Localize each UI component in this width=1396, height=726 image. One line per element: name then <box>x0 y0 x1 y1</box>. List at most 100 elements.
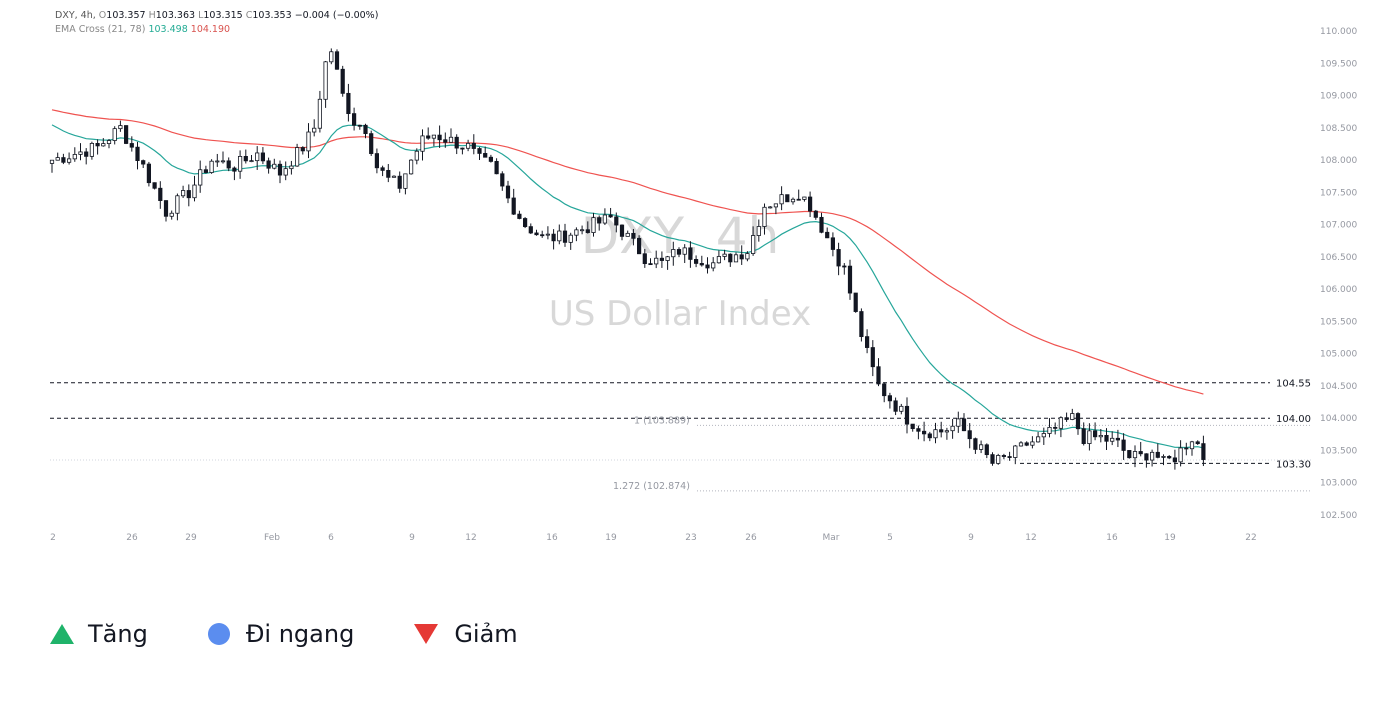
candle-body <box>158 187 163 201</box>
candle-body <box>255 152 260 162</box>
candle-body <box>585 229 590 233</box>
candle-body <box>688 247 693 260</box>
candle-body <box>1115 437 1120 441</box>
candle-body <box>414 150 419 161</box>
candle-body <box>597 217 602 224</box>
legend-item-flat[interactable]: Đi ngang <box>207 620 355 648</box>
candle-body <box>768 206 773 209</box>
candle-body <box>1070 413 1075 420</box>
candle-body <box>517 213 522 219</box>
price-tick-label: 105.500 <box>1320 317 1357 327</box>
time-tick-label: 26 <box>126 533 138 543</box>
time-tick-label: 23 <box>685 533 696 543</box>
candle-body <box>665 256 670 261</box>
candle-body <box>374 153 380 169</box>
candle-body <box>756 226 761 236</box>
candle-body <box>1150 451 1155 461</box>
candle-body <box>853 292 858 312</box>
candle-body <box>870 347 875 368</box>
candle-body <box>448 136 454 143</box>
candle-body <box>654 257 659 265</box>
candle-body <box>1138 451 1143 455</box>
candle-body <box>614 216 619 226</box>
candle-body <box>61 157 66 163</box>
low-value: 103.315 <box>203 10 243 21</box>
candle-body <box>625 232 630 237</box>
close-label: C <box>245 10 253 21</box>
candle-body <box>220 160 226 163</box>
candle-body <box>1127 450 1132 459</box>
legend-label-flat: Đi ngang <box>245 620 355 648</box>
price-axis[interactable]: 110.000 109.500 109.000 108.500 108.000 107.5… <box>1320 27 1357 521</box>
candle-body <box>317 98 323 129</box>
candle-body <box>101 143 106 147</box>
candle-body <box>141 160 146 165</box>
candle-body <box>568 234 573 243</box>
symbol-info: DXY, 4h, O103.357 H103.363 L103.315 C103… <box>55 10 378 21</box>
candle-body <box>648 263 653 266</box>
candle-body <box>808 196 813 212</box>
candle-body <box>175 195 180 214</box>
candle-body <box>260 152 266 162</box>
candle-body <box>591 217 596 233</box>
candle-body <box>1036 436 1041 443</box>
candle-body <box>357 124 362 127</box>
candle-body <box>1161 456 1166 458</box>
candle-body <box>380 167 385 171</box>
time-tick-label: 12 <box>1025 533 1036 543</box>
candle-body <box>865 336 870 348</box>
candle-body <box>1132 451 1138 459</box>
candle-body <box>1058 417 1063 429</box>
candle-body <box>186 190 191 199</box>
candle-body <box>779 194 784 205</box>
price-tick-label: 107.000 <box>1320 221 1357 231</box>
triangle-up-icon <box>50 624 74 644</box>
watermark: DXY, 4h US Dollar Index <box>549 207 811 334</box>
candle-body <box>899 405 904 412</box>
candle-body <box>129 143 134 148</box>
candle-body <box>226 160 231 169</box>
time-tick-label: 19 <box>1164 533 1176 543</box>
candle-body <box>300 147 305 152</box>
price-tick-label: 109.500 <box>1320 59 1357 69</box>
candle-body <box>1201 443 1206 460</box>
candle-body <box>1064 417 1069 420</box>
open-label: O <box>98 10 107 21</box>
price-tick-label: 106.500 <box>1320 253 1357 263</box>
price-tick-label: 105.000 <box>1320 350 1357 360</box>
time-axis[interactable]: 2 26 29 Feb 6 9 12 16 19 23 26 Mar 5 9 12 16 19 22 <box>50 533 1257 543</box>
legend-item-down[interactable]: Giảm <box>414 620 518 648</box>
candle-body <box>739 254 744 260</box>
symbol-label: DXY, 4h, <box>55 10 96 21</box>
legend-item-up[interactable]: Tăng <box>50 620 148 648</box>
candle-body <box>1178 447 1183 463</box>
candle-body <box>847 265 853 294</box>
candle-body <box>1110 437 1115 442</box>
candle-body <box>967 430 972 440</box>
time-tick-label: 22 <box>1245 533 1256 543</box>
candle-body <box>505 185 511 199</box>
candle-body <box>437 134 442 141</box>
candle-body <box>1195 441 1200 445</box>
price-chart[interactable]: DXY, 4h US Dollar Index 104.55 104.00 103.… <box>0 0 1396 560</box>
close-value: 103.353 <box>252 10 292 21</box>
candle-body <box>1013 445 1018 458</box>
candle-body <box>608 214 613 218</box>
price-tick-label: 110.000 <box>1320 27 1357 37</box>
price-tick-label: 106.000 <box>1320 285 1357 295</box>
candle-body <box>557 230 562 242</box>
candle-body <box>1024 442 1029 446</box>
candle-body <box>602 214 608 224</box>
candle-body <box>631 232 636 239</box>
candle-body <box>939 429 944 433</box>
candle-body <box>1172 457 1177 463</box>
candle-body <box>933 429 938 439</box>
candle-body <box>277 163 283 176</box>
candle-body <box>78 151 83 155</box>
triangle-down-icon <box>414 624 439 644</box>
ema-label: EMA Cross (21, 78) <box>55 24 146 35</box>
candle-body <box>420 135 425 152</box>
candle-body <box>722 253 727 257</box>
candle-body <box>460 147 465 150</box>
high-label: H <box>148 10 156 21</box>
